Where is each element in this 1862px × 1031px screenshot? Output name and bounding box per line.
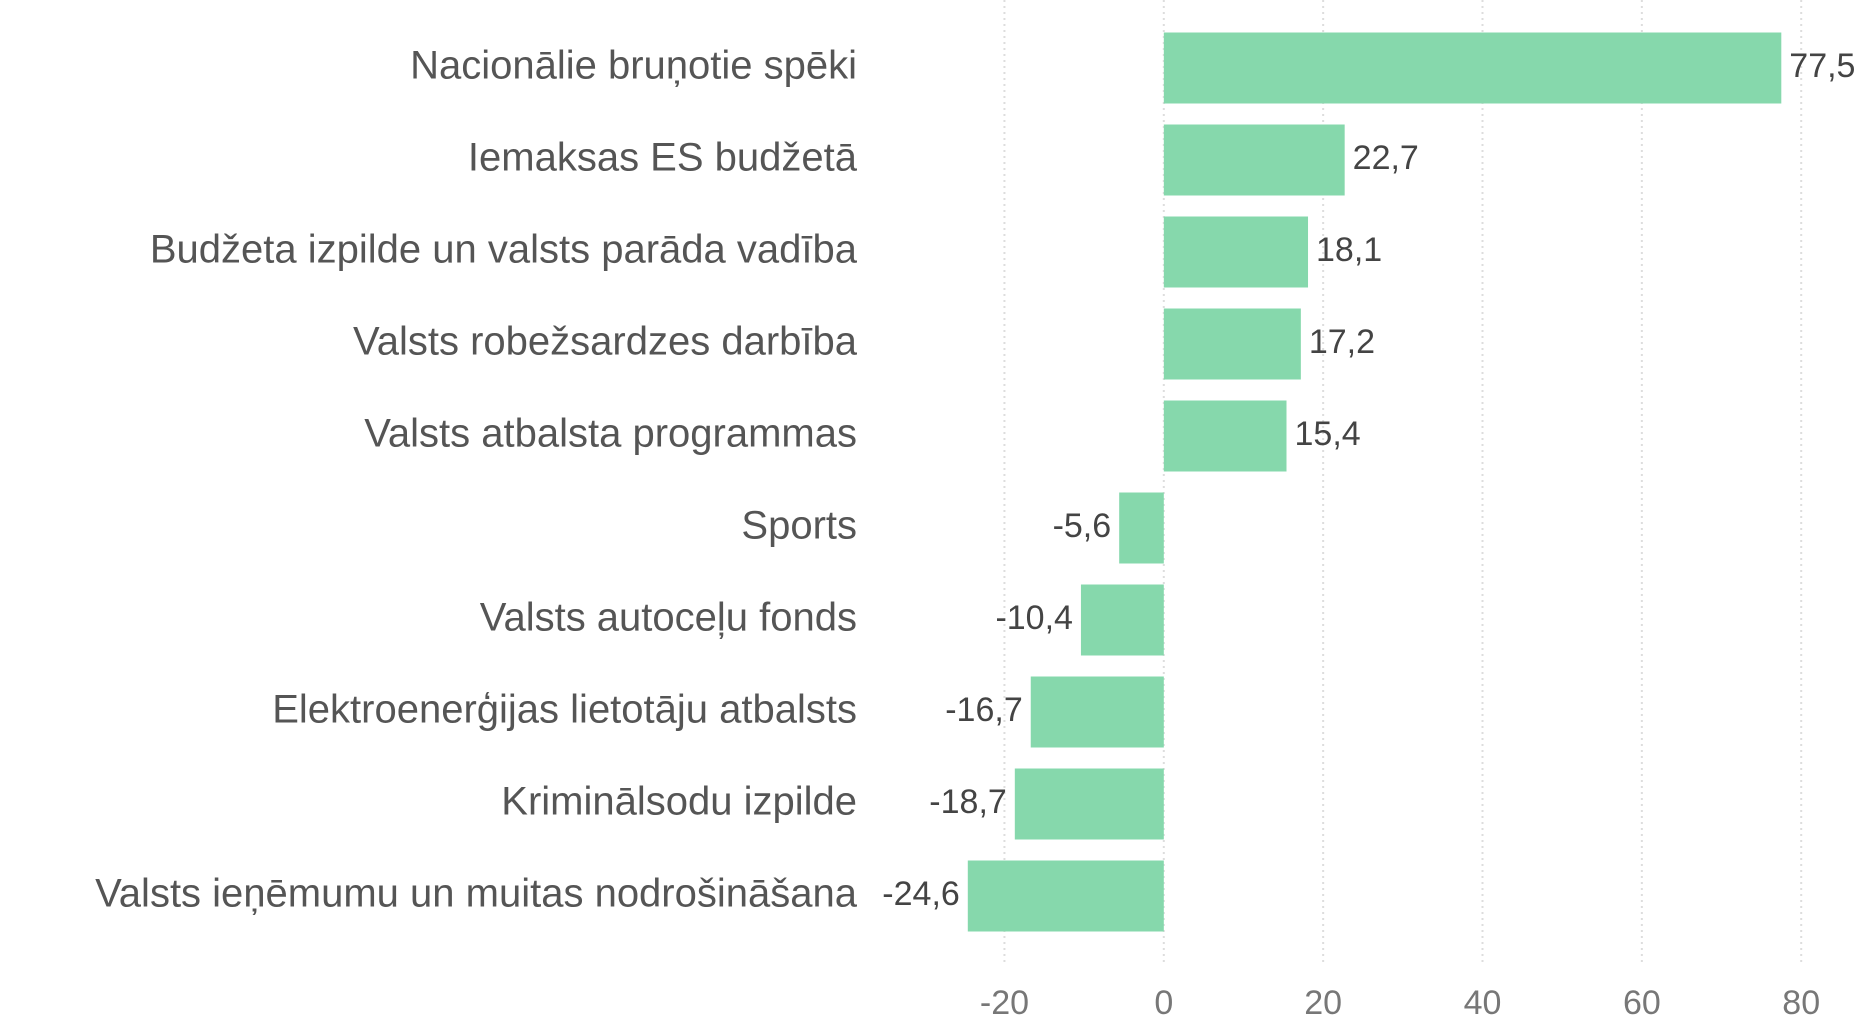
category-label: Valsts autoceļu fonds (480, 596, 857, 640)
bar (1163, 308, 1301, 380)
bar (1030, 676, 1164, 748)
x-tick-label: 20 (1304, 984, 1342, 1022)
x-tick-label: 80 (1782, 984, 1820, 1022)
data-label: -18,7 (929, 783, 1007, 821)
data-label: -16,7 (945, 691, 1023, 729)
x-tick-label: 60 (1623, 984, 1661, 1022)
category-label: Sports (741, 504, 857, 548)
data-label: -10,4 (995, 599, 1073, 637)
bar (1014, 768, 1164, 840)
x-tick-label: 0 (1154, 984, 1173, 1022)
data-label: 17,2 (1309, 323, 1375, 361)
bar (1163, 124, 1345, 196)
bar (1163, 216, 1309, 288)
category-label: Budžeta izpilde un valsts parāda vadība (150, 228, 858, 272)
data-label: 22,7 (1353, 139, 1419, 177)
bar (1080, 584, 1164, 656)
data-label: 77,5 (1789, 47, 1855, 85)
category-label: Kriminālsodu izpilde (501, 780, 857, 824)
category-label: Nacionālie bruņotie spēki (410, 44, 857, 88)
data-label: -24,6 (882, 875, 960, 913)
x-tick-label: -20 (980, 984, 1029, 1022)
category-label: Valsts ieņēmumu un muitas nodrošināšana (95, 872, 858, 916)
x-tick-label: 40 (1464, 984, 1502, 1022)
category-label: Valsts robežsardzes darbība (353, 320, 858, 364)
data-label: 18,1 (1316, 231, 1382, 269)
bar (1163, 400, 1287, 472)
category-label: Valsts atbalsta programmas (364, 412, 857, 456)
bar (1163, 32, 1782, 104)
data-label: 15,4 (1295, 415, 1361, 453)
category-label: Elektroenerģijas lietotāju atbalsts (272, 688, 857, 732)
bar (967, 860, 1164, 932)
bar (1119, 492, 1164, 564)
data-label: -5,6 (1053, 507, 1112, 545)
category-label: Iemaksas ES budžetā (468, 136, 858, 180)
